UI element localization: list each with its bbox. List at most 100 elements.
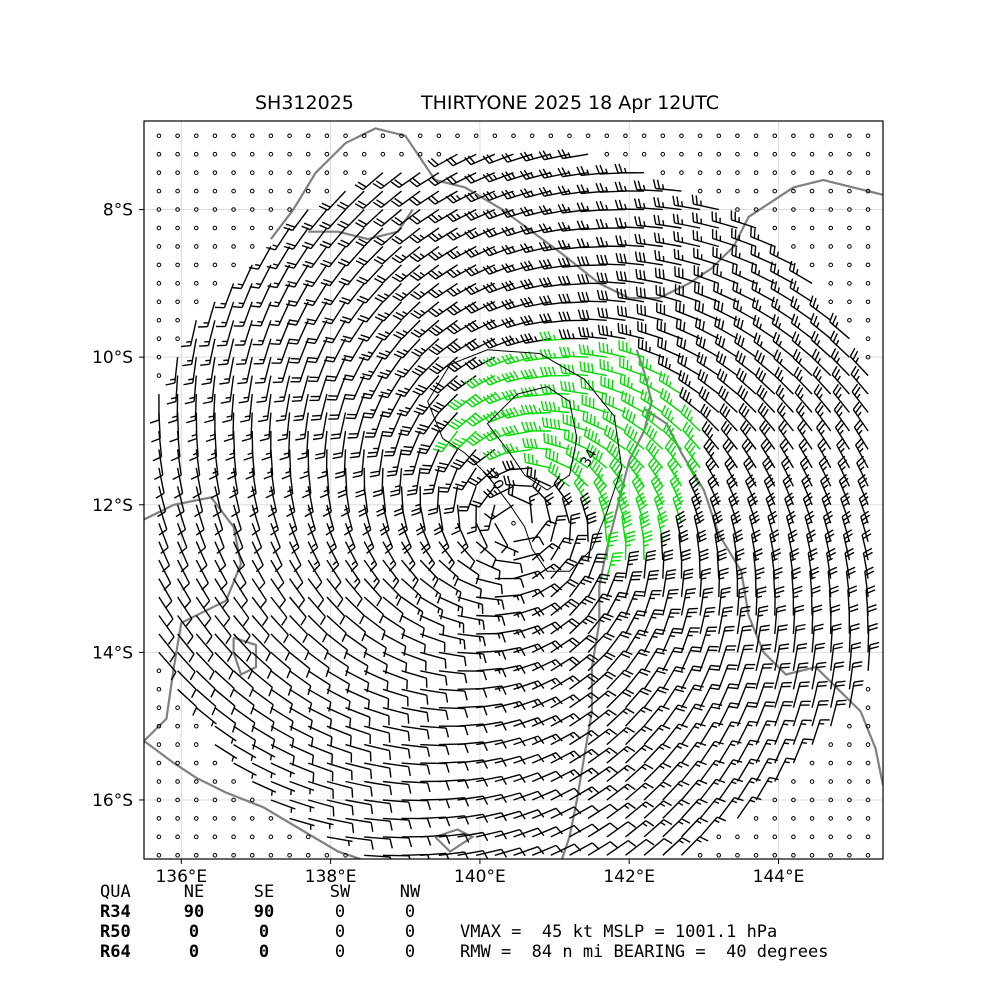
barb-shaft	[261, 320, 272, 345]
barb-half-feather	[586, 205, 590, 212]
barb-feather	[449, 193, 458, 202]
barb-feather	[658, 518, 668, 525]
barb-feather	[529, 438, 534, 449]
barb-feather	[627, 394, 631, 404]
barb-shaft	[562, 153, 589, 160]
calm-dot	[716, 188, 722, 194]
calm-dot	[399, 133, 404, 139]
barb-feather	[682, 304, 685, 314]
barb-feather	[376, 597, 383, 607]
wind-barb	[557, 149, 589, 160]
barb-half-feather	[548, 153, 553, 159]
wind-barb	[476, 721, 507, 731]
calm-dot	[175, 225, 180, 231]
barb-feather	[444, 507, 454, 511]
barb-feather	[741, 373, 747, 383]
barb-feather	[607, 427, 612, 437]
barb-half-feather	[301, 452, 307, 455]
barb-shaft	[293, 246, 309, 269]
barb-shaft	[676, 344, 701, 358]
barb-feather	[754, 281, 758, 292]
barb-feather	[713, 281, 716, 292]
barb-feather	[604, 272, 609, 283]
barb-feather	[584, 256, 590, 266]
barb-feather	[576, 202, 582, 212]
barb-shaft	[562, 389, 589, 395]
wind-barb	[832, 383, 850, 413]
barb-shaft	[488, 319, 514, 331]
wind-barb	[220, 375, 235, 404]
wind-barb	[256, 375, 272, 403]
barb-shaft	[233, 707, 256, 724]
barb-half-feather	[417, 609, 421, 615]
barb-feather	[527, 315, 534, 324]
wind-barb	[750, 244, 776, 266]
barb-feather	[755, 367, 761, 377]
wind-barb	[557, 257, 589, 268]
barb-feather	[794, 608, 804, 613]
barb-feather	[834, 369, 841, 378]
barb-shaft	[418, 301, 440, 319]
barb-feather	[319, 493, 330, 499]
barb-half-feather	[226, 415, 232, 418]
barb-feather	[570, 516, 581, 521]
barb-shaft	[471, 356, 496, 370]
barb-feather	[335, 470, 345, 475]
barb-shaft	[347, 264, 365, 286]
barb-feather	[578, 344, 582, 354]
barb-feather	[277, 437, 288, 442]
barb-shaft	[363, 670, 389, 683]
barb-shaft	[399, 264, 421, 283]
barb-shaft	[244, 338, 253, 364]
barb-feather	[423, 488, 434, 491]
barb-shaft	[381, 227, 402, 246]
calm-dot	[249, 133, 255, 139]
wind-barb	[416, 430, 440, 455]
barb-half-feather	[567, 243, 571, 249]
wind-barb	[711, 211, 738, 229]
barb-feather	[761, 423, 768, 433]
wind-barb	[363, 541, 378, 572]
barb-shaft	[246, 357, 253, 383]
barb-feather	[762, 408, 769, 418]
barb-shaft	[409, 430, 421, 456]
barb-feather	[206, 635, 213, 645]
barb-feather	[608, 709, 617, 716]
wind-barb	[732, 280, 757, 303]
calm-dot	[847, 151, 852, 157]
barb-shaft	[250, 412, 253, 439]
barb-shaft	[439, 412, 459, 433]
barb-feather	[561, 185, 568, 195]
barb-shaft	[461, 467, 477, 491]
barb-feather	[681, 372, 686, 382]
barb-feather	[427, 159, 436, 168]
barb-shaft	[618, 279, 645, 285]
calm-dot	[735, 207, 740, 212]
barb-feather	[617, 322, 620, 333]
barb-half-feather	[515, 337, 520, 343]
wind-barb	[813, 384, 832, 413]
barb-feather	[464, 175, 472, 184]
barb-feather	[814, 401, 822, 411]
barb-feather	[776, 609, 786, 613]
wind-barb	[339, 282, 365, 305]
barb-feather	[682, 389, 687, 399]
wind-barb	[531, 677, 563, 690]
barb-half-feather	[530, 172, 534, 178]
barb-feather	[774, 589, 785, 595]
barb-feather	[552, 401, 557, 412]
barb-feather	[656, 670, 666, 675]
barb-feather	[699, 403, 706, 413]
barb-feather	[623, 271, 627, 282]
barb-feather	[710, 664, 721, 668]
barb-feather	[723, 606, 733, 609]
barb-feather	[638, 355, 641, 365]
barb-feather	[719, 571, 729, 576]
barb-feather	[572, 399, 576, 410]
wind-barb	[293, 393, 309, 422]
barb-half-feather	[460, 379, 466, 385]
barb-shaft	[417, 264, 440, 281]
wind-barb	[341, 338, 365, 362]
barb-shaft	[398, 467, 403, 494]
calm-dot	[249, 244, 255, 249]
